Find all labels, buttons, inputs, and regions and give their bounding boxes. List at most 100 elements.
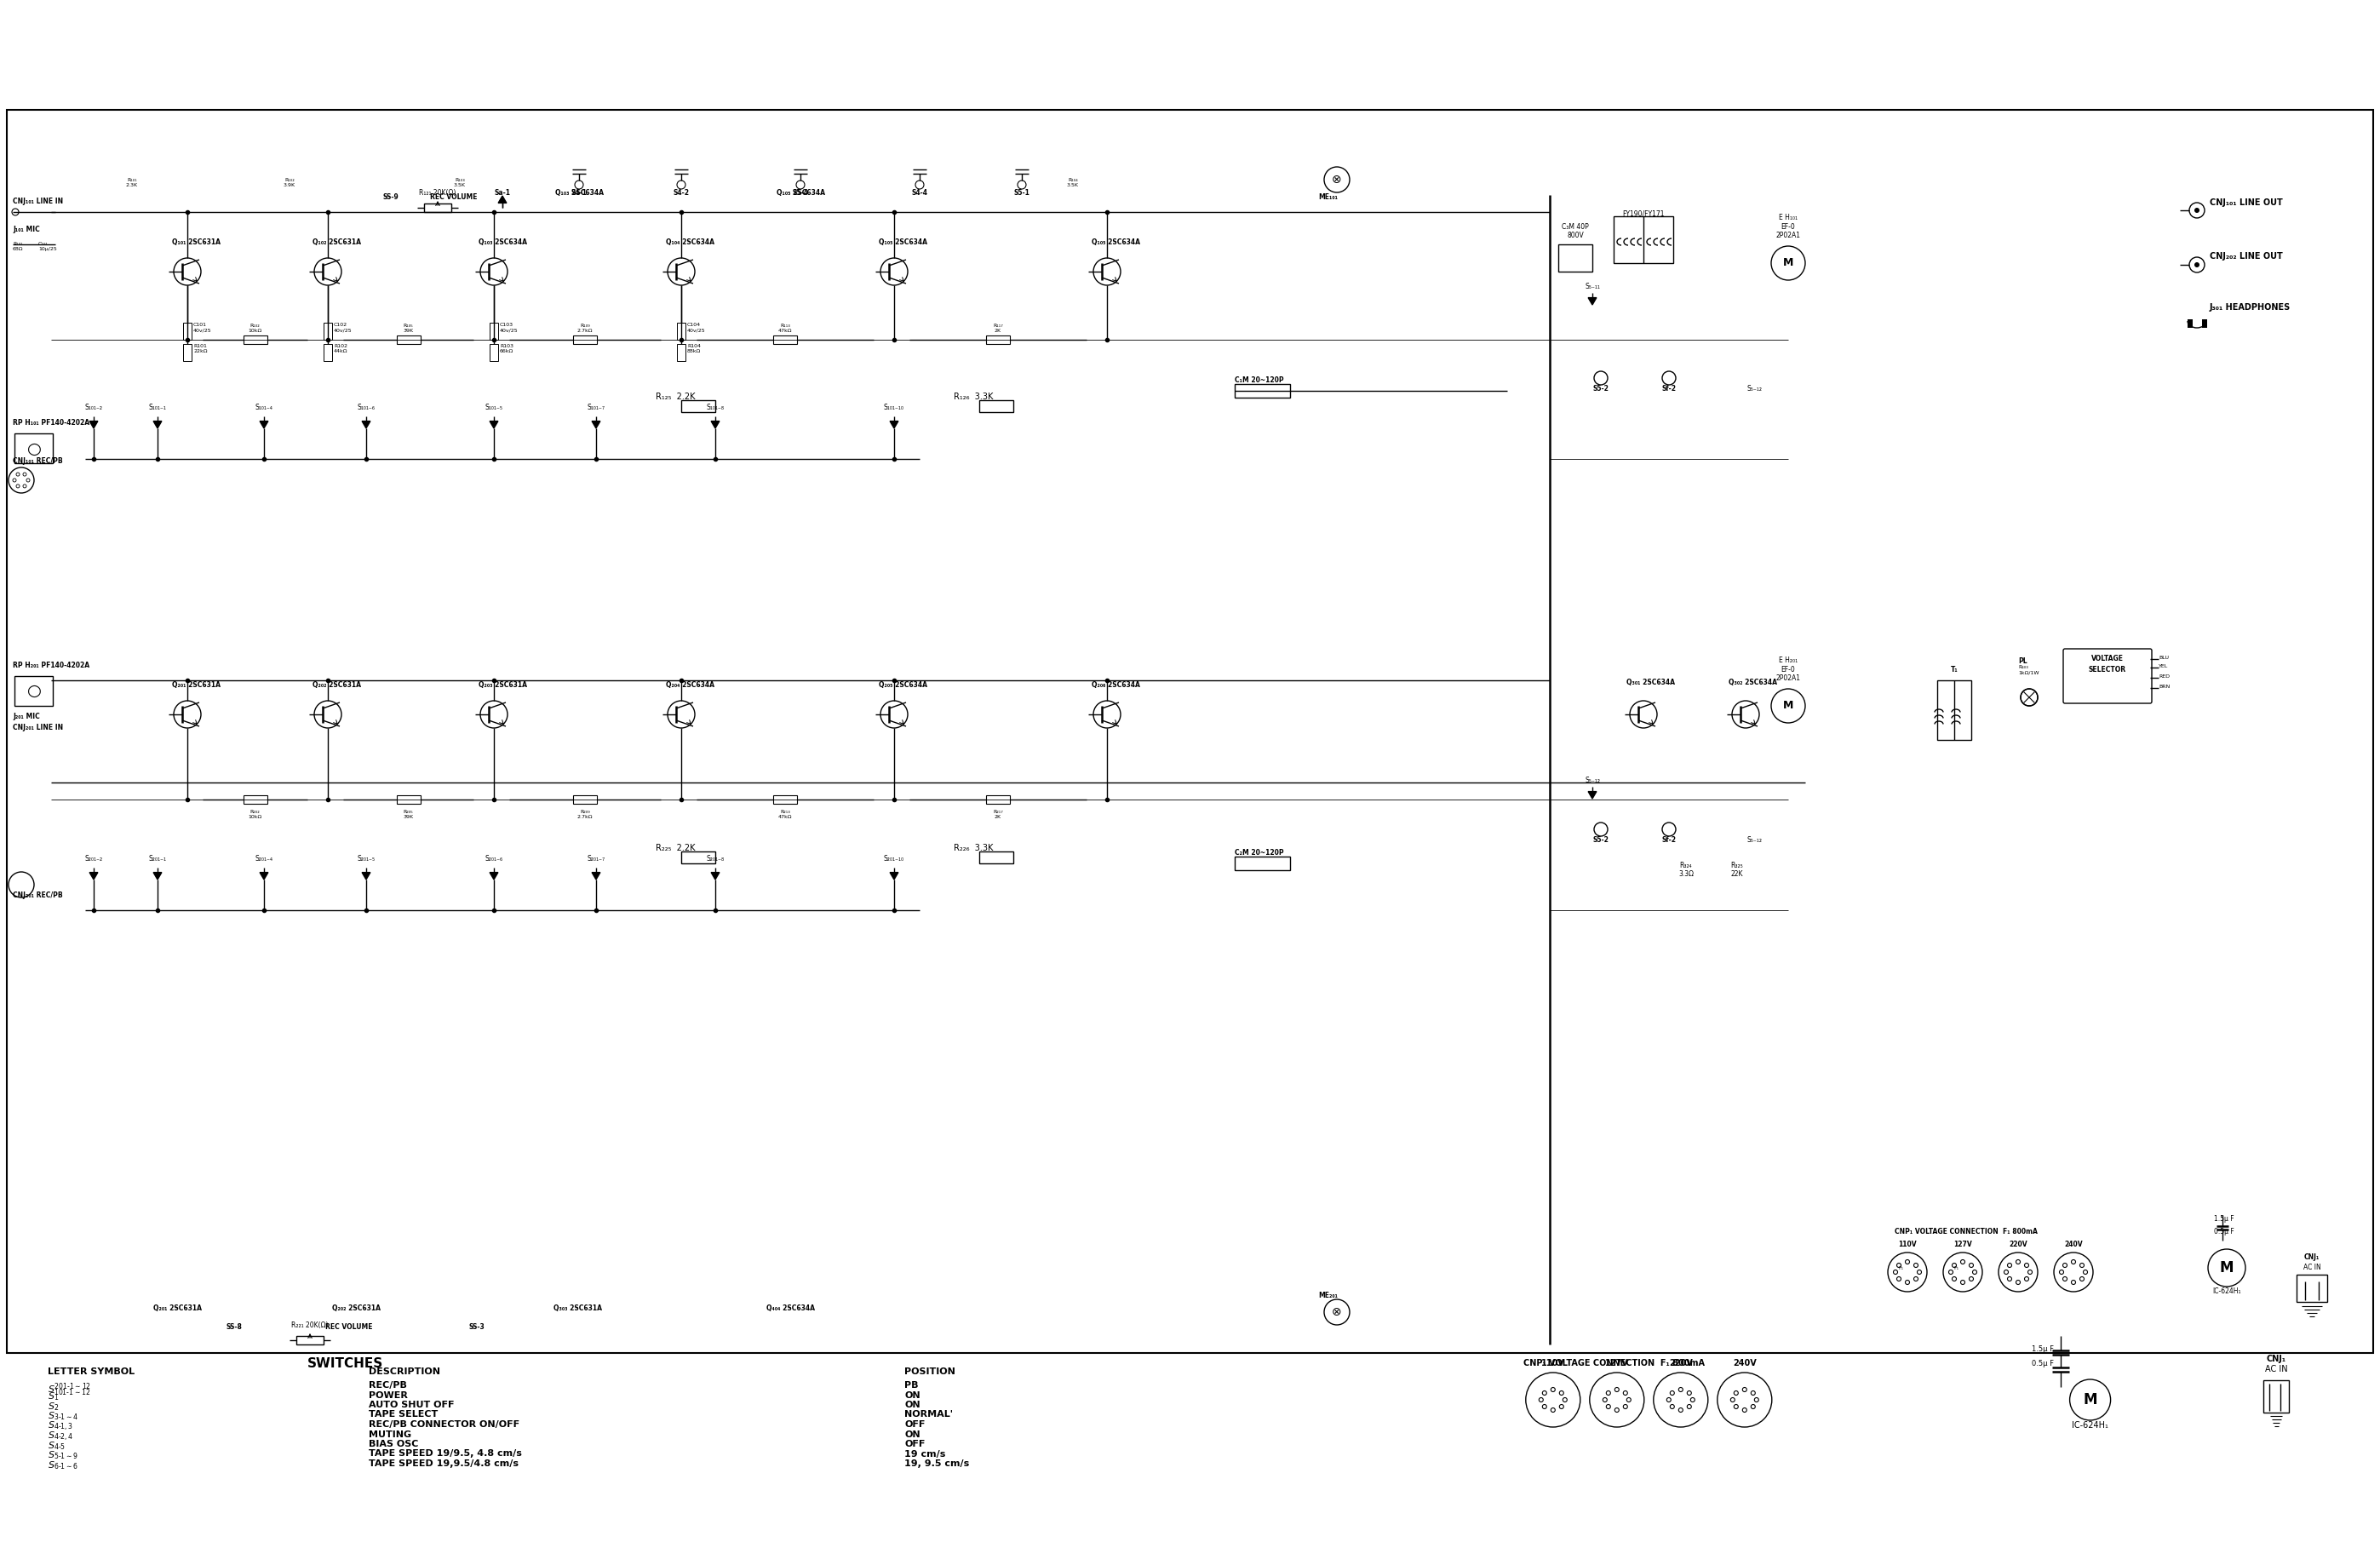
Text: REC/PB: REC/PB xyxy=(369,1380,407,1390)
Text: $S_2$: $S_2$ xyxy=(48,1401,60,1413)
Text: S5-4: S5-4 xyxy=(793,189,809,197)
Text: R₁₂₁ 20K(Ω): R₁₂₁ 20K(Ω) xyxy=(419,189,457,197)
Text: S₂₀₁₋₇: S₂₀₁₋₇ xyxy=(588,854,605,862)
Text: C₁M 20~120P: C₁M 20~120P xyxy=(1235,376,1283,383)
Text: R₁₀₂
3.9K: R₁₀₂ 3.9K xyxy=(283,178,295,188)
Text: Q₂₀₃ 2SC631A: Q₂₀₃ 2SC631A xyxy=(478,681,526,689)
Text: AUTO SHUT OFF: AUTO SHUT OFF xyxy=(369,1401,455,1408)
Bar xyxy=(397,335,421,344)
Text: SWITCHES: SWITCHES xyxy=(307,1357,383,1369)
Text: Q₂₀₂ 2SC631A: Q₂₀₂ 2SC631A xyxy=(333,1305,381,1311)
Text: S₁₀₁₋₁₀: S₁₀₁₋₁₀ xyxy=(883,404,904,412)
Text: NORMAL': NORMAL' xyxy=(904,1410,952,1419)
Text: Q₃₀₂ 2SC634A: Q₃₀₂ 2SC634A xyxy=(1728,679,1778,687)
Text: REC VOLUME: REC VOLUME xyxy=(431,194,478,200)
Bar xyxy=(2187,319,2192,327)
Text: POSITION: POSITION xyxy=(904,1368,954,1376)
Text: S5-1: S5-1 xyxy=(1014,189,1031,197)
Text: IC-624H₁: IC-624H₁ xyxy=(2213,1288,2242,1296)
Text: ME₁₀₁: ME₁₀₁ xyxy=(1319,194,1338,200)
Text: 240V: 240V xyxy=(2063,1241,2082,1249)
Text: E H₂₀₁
EF-0
2P02A1: E H₂₀₁ EF-0 2P02A1 xyxy=(1775,657,1802,682)
Text: $S_{4\text{-}2,4}$: $S_{4\text{-}2,4}$ xyxy=(48,1430,74,1443)
Text: CNJ₂₀₂ LINE OUT: CNJ₂₀₂ LINE OUT xyxy=(2209,252,2282,260)
Bar xyxy=(681,851,716,864)
Bar xyxy=(1235,383,1290,398)
Bar xyxy=(243,335,267,344)
Text: R104
88kΩ: R104 88kΩ xyxy=(688,344,702,354)
Text: S₁₀₁₋₁: S₁₀₁₋₁ xyxy=(148,404,167,412)
Text: Q₁₀₅ 2SC634A: Q₁₀₅ 2SC634A xyxy=(1092,238,1140,246)
Text: R₃₂₅
22K: R₃₂₅ 22K xyxy=(1730,861,1745,878)
Text: S₁₀₁₋₅: S₁₀₁₋₅ xyxy=(486,404,502,412)
Text: R₂₀₅
39K: R₂₀₅ 39K xyxy=(402,809,414,818)
Text: Sf-2: Sf-2 xyxy=(1661,385,1676,393)
Text: CNJ₁: CNJ₁ xyxy=(2266,1355,2287,1363)
Text: 220V: 220V xyxy=(2009,1241,2028,1249)
Text: PL: PL xyxy=(2018,657,2028,665)
Polygon shape xyxy=(712,421,719,429)
Bar xyxy=(676,322,685,340)
Text: R₃₂₄
3.3Ω: R₃₂₄ 3.3Ω xyxy=(1678,861,1695,878)
Text: SS-8: SS-8 xyxy=(226,1322,243,1330)
Text: R₂₀₂
10kΩ: R₂₀₂ 10kΩ xyxy=(248,809,262,818)
Text: M: M xyxy=(1783,258,1795,269)
Text: Sa-1: Sa-1 xyxy=(495,189,509,197)
Text: R103
66kΩ: R103 66kΩ xyxy=(500,344,514,354)
Text: J₃₀₁ HEADPHONES: J₃₀₁ HEADPHONES xyxy=(2209,304,2292,311)
Text: 110V: 110V xyxy=(1542,1358,1564,1368)
Bar xyxy=(774,335,797,344)
Polygon shape xyxy=(259,872,269,880)
Text: CNJ₂₀₁ REC/PB: CNJ₂₀₁ REC/PB xyxy=(12,892,62,900)
Text: $S_{3\text{-}1{\sim}4}$: $S_{3\text{-}1{\sim}4}$ xyxy=(48,1410,79,1423)
Text: Q₁₀₄ 2SC634A: Q₁₀₄ 2SC634A xyxy=(666,238,714,246)
Bar xyxy=(2202,319,2206,327)
Text: CNJ₂₀₁ LINE IN: CNJ₂₀₁ LINE IN xyxy=(12,723,64,731)
Polygon shape xyxy=(90,421,98,429)
Text: Q₂₀₅ 2SC634A: Q₂₀₅ 2SC634A xyxy=(878,681,928,689)
Text: S4-1: S4-1 xyxy=(571,189,588,197)
Text: C₁₀₁
10μ/25: C₁₀₁ 10μ/25 xyxy=(38,243,57,252)
Text: $S_{4\text{-}1,3}$: $S_{4\text{-}1,3}$ xyxy=(48,1421,74,1434)
Text: R₁₀₅
39K: R₁₀₅ 39K xyxy=(402,324,414,333)
Text: T₁: T₁ xyxy=(1952,665,1959,673)
Text: S₂₀₁₋₂: S₂₀₁₋₂ xyxy=(86,854,102,862)
Bar xyxy=(985,335,1009,344)
Bar xyxy=(1235,856,1290,870)
Text: RED: RED xyxy=(2159,675,2171,679)
Text: S₂₀₁₋₁₀: S₂₀₁₋₁₀ xyxy=(883,854,904,862)
Text: Q₁₀₃ 2SC634A: Q₁₀₃ 2SC634A xyxy=(555,189,602,197)
Text: R₁₀₁
68Ω: R₁₀₁ 68Ω xyxy=(12,243,24,252)
Text: M: M xyxy=(2082,1393,2097,1407)
Text: C101
40v/25: C101 40v/25 xyxy=(193,322,212,332)
Polygon shape xyxy=(1587,297,1597,305)
Text: MUTING: MUTING xyxy=(369,1430,412,1438)
Polygon shape xyxy=(593,872,600,880)
Text: AC IN: AC IN xyxy=(2304,1263,2320,1271)
Text: Q₄₀₄ 2SC634A: Q₄₀₄ 2SC634A xyxy=(766,1305,814,1311)
Text: $S_{5\text{-}1{\sim}9}$: $S_{5\text{-}1{\sim}9}$ xyxy=(48,1449,79,1462)
Bar xyxy=(774,795,797,804)
Text: C₃M 40P
800V: C₃M 40P 800V xyxy=(1561,222,1590,239)
Text: $S_1$: $S_1$ xyxy=(48,1391,60,1402)
Text: R₂₂₅  2.2K: R₂₂₅ 2.2K xyxy=(655,844,695,853)
Bar xyxy=(324,344,333,362)
Text: S₅₋₁₂: S₅₋₁₂ xyxy=(1747,385,1761,393)
Text: TAPE SPEED 19,9.5/4.8 cm/s: TAPE SPEED 19,9.5/4.8 cm/s xyxy=(369,1460,519,1468)
Text: 1.5μ F: 1.5μ F xyxy=(2213,1214,2235,1222)
Text: $S^{201\text{-}1{\sim}12}_{101\text{-}1{\sim}12}$: $S^{201\text{-}1{\sim}12}_{101\text{-}1{… xyxy=(48,1380,90,1398)
Text: ⊗: ⊗ xyxy=(1333,1307,1342,1318)
Text: S4-4: S4-4 xyxy=(912,189,928,197)
Text: FY190/FY171: FY190/FY171 xyxy=(1623,210,1664,218)
Bar xyxy=(978,401,1014,412)
Text: YEL: YEL xyxy=(2159,664,2168,668)
Text: R₁₂₆  3.3K: R₁₂₆ 3.3K xyxy=(954,393,992,401)
Polygon shape xyxy=(593,421,600,429)
Text: 127V: 127V xyxy=(1954,1241,1973,1249)
Text: REC VOLUME: REC VOLUME xyxy=(326,1322,374,1330)
Text: S₅₋₁₁: S₅₋₁₁ xyxy=(1585,283,1599,291)
Bar xyxy=(985,795,1009,804)
Text: 220V: 220V xyxy=(1668,1358,1692,1368)
Text: Q₂₀₂ 2SC631A: Q₂₀₂ 2SC631A xyxy=(312,681,362,689)
Text: 0.5μ F: 0.5μ F xyxy=(2033,1360,2054,1368)
